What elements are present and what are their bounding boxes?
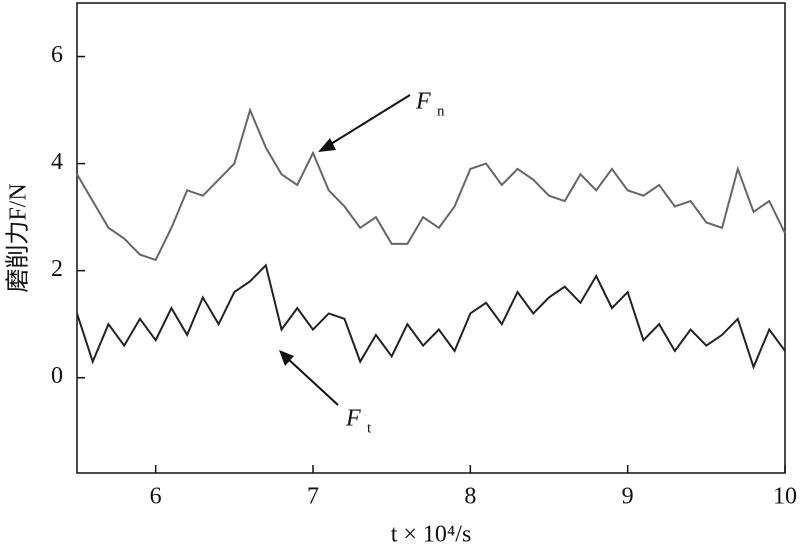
x-tick-label: 8: [464, 484, 476, 510]
data-line: [76, 263, 786, 370]
annotation: F: [345, 406, 361, 432]
arrow: [325, 94, 411, 148]
x-tick-label: 9: [622, 484, 634, 510]
x-tick-label: 10: [773, 484, 797, 510]
y-tick-label: 4: [51, 149, 63, 175]
y-tick-label: 6: [51, 42, 63, 68]
arrowhead: [318, 138, 336, 152]
y-tick-label: 0: [51, 363, 63, 389]
annotation-subscript: t: [367, 420, 372, 436]
arrow: [286, 357, 339, 406]
data-line: [76, 107, 786, 262]
annotation: F: [415, 89, 431, 115]
x-tick-label: 7: [307, 484, 319, 510]
arrowhead: [279, 350, 294, 366]
x-tick-label: 6: [150, 484, 162, 510]
y-axis-label: 磨削力F/N: [5, 183, 32, 292]
annotation-subscript: n: [437, 103, 445, 119]
plot-frame: [76, 2, 786, 474]
y-tick-label: 2: [51, 256, 63, 282]
x-axis-label: t × 10⁴/s: [391, 522, 472, 548]
